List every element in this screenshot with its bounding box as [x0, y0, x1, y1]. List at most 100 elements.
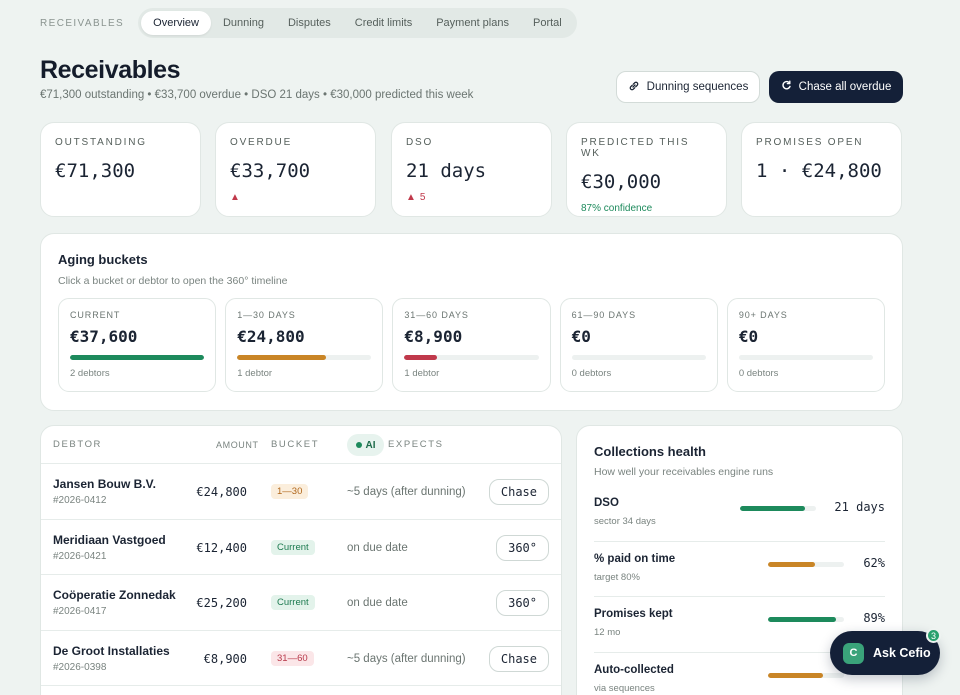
kpi-delta: 5 [419, 192, 426, 203]
debtor-name: Meridiaan Vastgoed [53, 532, 166, 547]
bucket-list: CURRENT €37,600 2 debtors 1—30 DAYS €24,… [58, 298, 886, 392]
kpi-label: OUTSTANDING [55, 137, 147, 148]
column-header-amount[interactable]: AMOUNT [216, 439, 259, 450]
kpi-value: 21 days [406, 160, 487, 182]
metric-note: target 80% [594, 571, 640, 583]
table-header: DEBTOR AMOUNT BUCKET AI EXPECTS [41, 426, 561, 464]
ai-dot-icon [355, 442, 362, 448]
tab-payment-plans[interactable]: Payment plans [436, 17, 509, 29]
bucket-61-90[interactable]: 61—90 DAYS €0 0 debtors [559, 298, 718, 392]
link-icon [628, 80, 640, 95]
bucket-badge: 31—60 [271, 650, 314, 666]
kpi-dso[interactable]: DSO 21 days ▲ 5 [391, 122, 552, 217]
table-row[interactable]: De Groot Installaties #2026-0398 €8,900 … [41, 631, 561, 686]
aging-buckets-panel: Aging buckets Click a bucket or debtor t… [40, 233, 903, 411]
bucket-label: 90+ DAYS [738, 310, 788, 320]
table-row[interactable]: Coöperatie Zonnedak #2026-0417 €25,200 C… [41, 575, 561, 631]
metric-dso: DSO sector 34 days 21 days [594, 486, 885, 542]
column-header-bucket[interactable]: BUCKET [271, 439, 320, 450]
trend-up-indicator: ▲ [230, 192, 361, 203]
bucket-bar [70, 355, 205, 360]
amount: €12,400 [196, 540, 247, 555]
bucket-label: 61—90 DAYS [571, 310, 636, 320]
chase-all-overdue-button[interactable]: Chase all overdue [769, 71, 903, 103]
invoice-id: #2026-0417 [53, 606, 107, 617]
kpi-promises[interactable]: PROMISES OPEN 1 · €24,800 [741, 122, 902, 217]
bucket-bar [738, 355, 874, 360]
metric-value: 89% [863, 611, 885, 625]
view-360-button[interactable]: 360° [496, 534, 549, 561]
metric-note: via sequences [594, 682, 655, 694]
expects-text: ~5 days (after dunning) [347, 652, 466, 665]
chase-button[interactable]: Chase [488, 645, 549, 672]
kpi-value: €30,000 [581, 171, 662, 193]
bucket-label: CURRENT [70, 310, 121, 320]
health-subtitle: How well your receivables engine runs [594, 466, 774, 478]
invoice-id: #2026-0398 [53, 661, 107, 673]
kpi-value: €71,300 [55, 160, 136, 182]
bucket-value: €37,600 [70, 327, 138, 346]
expects-text: on due date [347, 541, 408, 554]
expects-text: on due date [347, 597, 408, 609]
view-360-button[interactable]: 360° [496, 590, 549, 616]
bucket-value: €0 [571, 327, 591, 346]
kpi-overdue[interactable]: OVERDUE €33,700 ▲ [215, 122, 376, 217]
amount: €24,800 [196, 485, 247, 499]
table-row[interactable]: Meridiaan Vastgoed #2026-0421 €12,400 Cu… [41, 520, 561, 575]
kpi-value: €33,700 [230, 160, 311, 182]
debtor-name: Coöperatie Zonnedak [53, 588, 176, 602]
kpi-label: PROMISES OPEN [756, 137, 864, 148]
confidence-note: 87% confidence [581, 203, 653, 214]
chase-button[interactable]: Chase [488, 479, 549, 505]
bucket-current[interactable]: CURRENT €37,600 2 debtors [58, 298, 217, 392]
bucket-90-plus[interactable]: 90+ DAYS €0 0 debtors [726, 298, 886, 392]
kpi-label: DSO [406, 137, 434, 148]
bucket-label: 1—30 DAYS [237, 310, 296, 320]
dunning-sequences-label: Dunning sequences [646, 81, 749, 93]
collections-health-panel: Collections health How well your receiva… [576, 425, 903, 695]
bucket-bar [404, 355, 539, 360]
kpi-label: OVERDUE [230, 137, 293, 148]
invoice-id: #2026-0412 [53, 495, 107, 506]
metric-name: DSO [594, 497, 619, 509]
bucket-31-60[interactable]: 31—60 DAYS €8,900 1 debtor [392, 298, 551, 392]
page-subtitle: €71,300 outstanding • €33,700 overdue • … [40, 89, 474, 101]
bucket-count: 0 debtors [571, 368, 612, 379]
dunning-sequences-button[interactable]: Dunning sequences [616, 71, 760, 103]
bucket-count: 1 debtor [237, 368, 273, 379]
aging-subtitle: Click a bucket or debtor to open the 360… [58, 275, 288, 287]
bucket-count: 2 debtors [70, 368, 110, 379]
ask-assistant-button[interactable]: C Ask Cefio [830, 631, 940, 675]
column-header-expects[interactable]: EXPECTS [388, 439, 444, 450]
aging-title: Aging buckets [58, 252, 148, 267]
tab-portal[interactable]: Portal [532, 17, 562, 29]
page-title: Receivables [40, 56, 181, 84]
tab-disputes[interactable]: Disputes [287, 17, 331, 29]
bucket-value: €24,800 [237, 327, 305, 346]
triangle-up-icon: ▲ [406, 192, 416, 203]
table-row[interactable]: Jansen Bouw B.V. #2026-0412 €24,800 1—30… [41, 464, 561, 520]
expects-text: ~5 days (after dunning) [347, 486, 466, 498]
amount: €25,200 [196, 596, 247, 610]
metric-name: Promises kept [594, 608, 673, 620]
kpi-outstanding[interactable]: OUTSTANDING €71,300 [40, 122, 201, 217]
tab-credit-limits[interactable]: Credit limits [354, 17, 413, 29]
bucket-bar [571, 355, 706, 360]
assistant-logo-icon: C [843, 642, 864, 664]
tab-overview[interactable]: Overview [141, 11, 211, 35]
health-title: Collections health [594, 444, 706, 459]
tab-dunning[interactable]: Dunning [222, 17, 264, 29]
metric-bar-fill [768, 561, 816, 567]
kpi-label: PREDICTED THIS WK [581, 137, 690, 159]
bucket-bar [237, 355, 372, 360]
bucket-1-30[interactable]: 1—30 DAYS €24,800 1 debtor [225, 298, 384, 392]
amount: €8,900 [203, 651, 247, 666]
metric-bar-fill [768, 672, 823, 678]
bucket-badge: 1—30 [271, 484, 309, 499]
bucket-bar-fill [70, 355, 205, 360]
kpi-predicted[interactable]: PREDICTED THIS WK €30,000 87% confidence [566, 122, 727, 217]
metric-name: Auto-collected [594, 663, 674, 676]
invoice-id: #2026-0421 [53, 550, 107, 562]
section-label: RECEIVABLES [40, 17, 125, 29]
column-header-debtor[interactable]: DEBTOR [53, 439, 103, 450]
